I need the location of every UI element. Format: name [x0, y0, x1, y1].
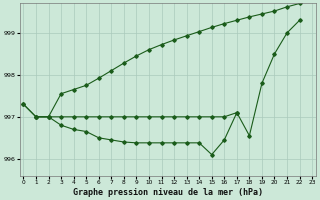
X-axis label: Graphe pression niveau de la mer (hPa): Graphe pression niveau de la mer (hPa)	[73, 188, 263, 197]
